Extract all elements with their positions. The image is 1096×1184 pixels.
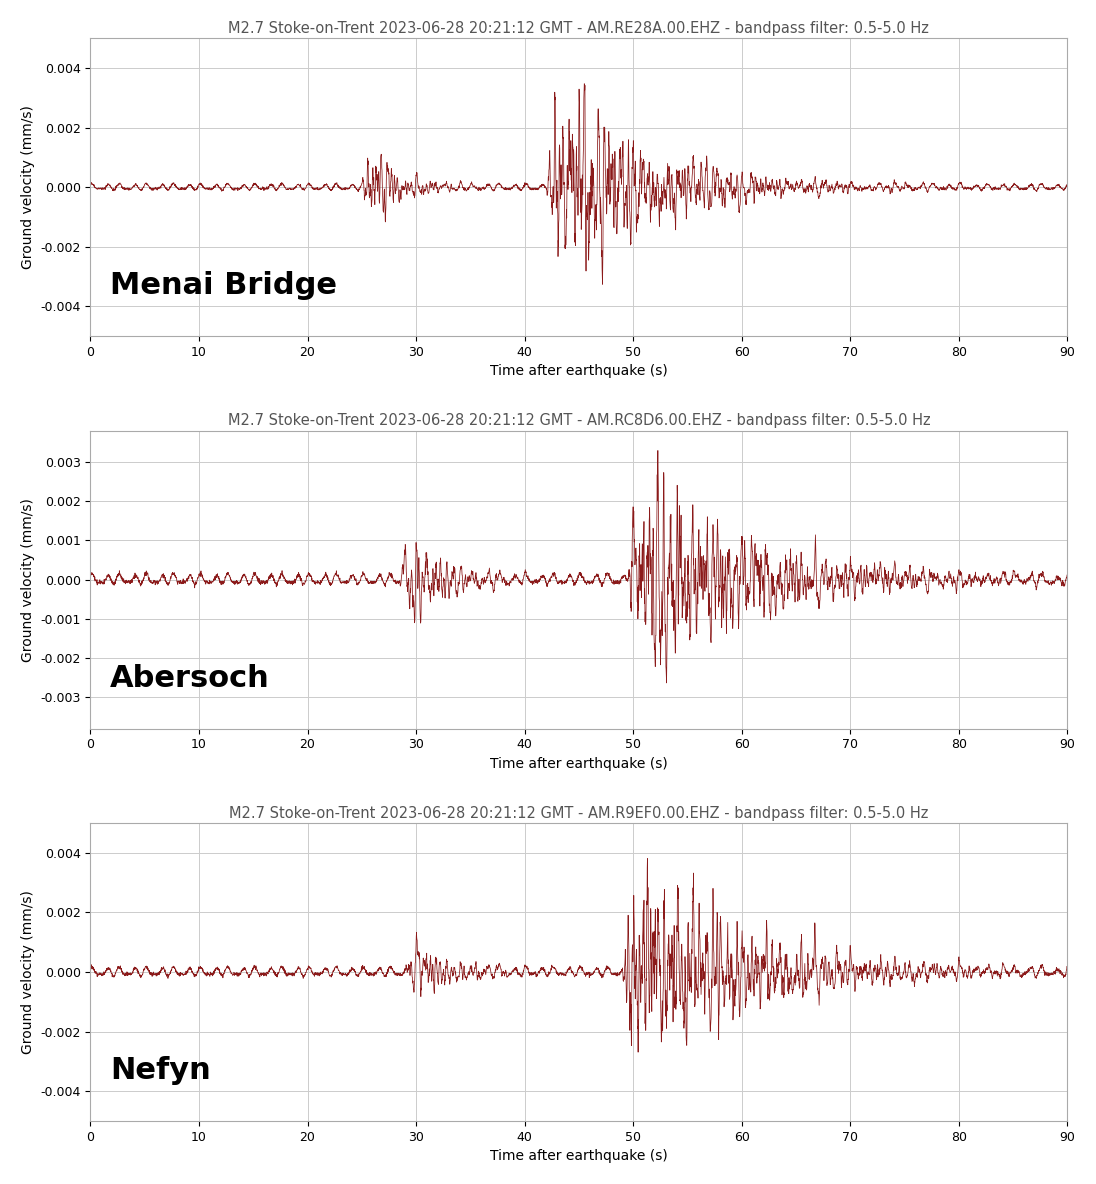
Text: Abersoch: Abersoch	[110, 664, 270, 693]
Text: Menai Bridge: Menai Bridge	[110, 271, 338, 301]
X-axis label: Time after earthquake (s): Time after earthquake (s)	[490, 757, 667, 771]
X-axis label: Time after earthquake (s): Time after earthquake (s)	[490, 365, 667, 379]
Y-axis label: Ground velocity (mm/s): Ground velocity (mm/s)	[21, 497, 35, 662]
Y-axis label: Ground velocity (mm/s): Ground velocity (mm/s)	[21, 105, 35, 269]
X-axis label: Time after earthquake (s): Time after earthquake (s)	[490, 1150, 667, 1163]
Text: Nefyn: Nefyn	[110, 1056, 210, 1086]
Title: M2.7 Stoke-on-Trent 2023-06-28 20:21:12 GMT - AM.R9EF0.00.EHZ - bandpass filter:: M2.7 Stoke-on-Trent 2023-06-28 20:21:12 …	[229, 805, 928, 821]
Y-axis label: Ground velocity (mm/s): Ground velocity (mm/s)	[21, 890, 35, 1054]
Title: M2.7 Stoke-on-Trent 2023-06-28 20:21:12 GMT - AM.RC8D6.00.EHZ - bandpass filter:: M2.7 Stoke-on-Trent 2023-06-28 20:21:12 …	[228, 413, 931, 429]
Title: M2.7 Stoke-on-Trent 2023-06-28 20:21:12 GMT - AM.RE28A.00.EHZ - bandpass filter:: M2.7 Stoke-on-Trent 2023-06-28 20:21:12 …	[228, 21, 929, 36]
